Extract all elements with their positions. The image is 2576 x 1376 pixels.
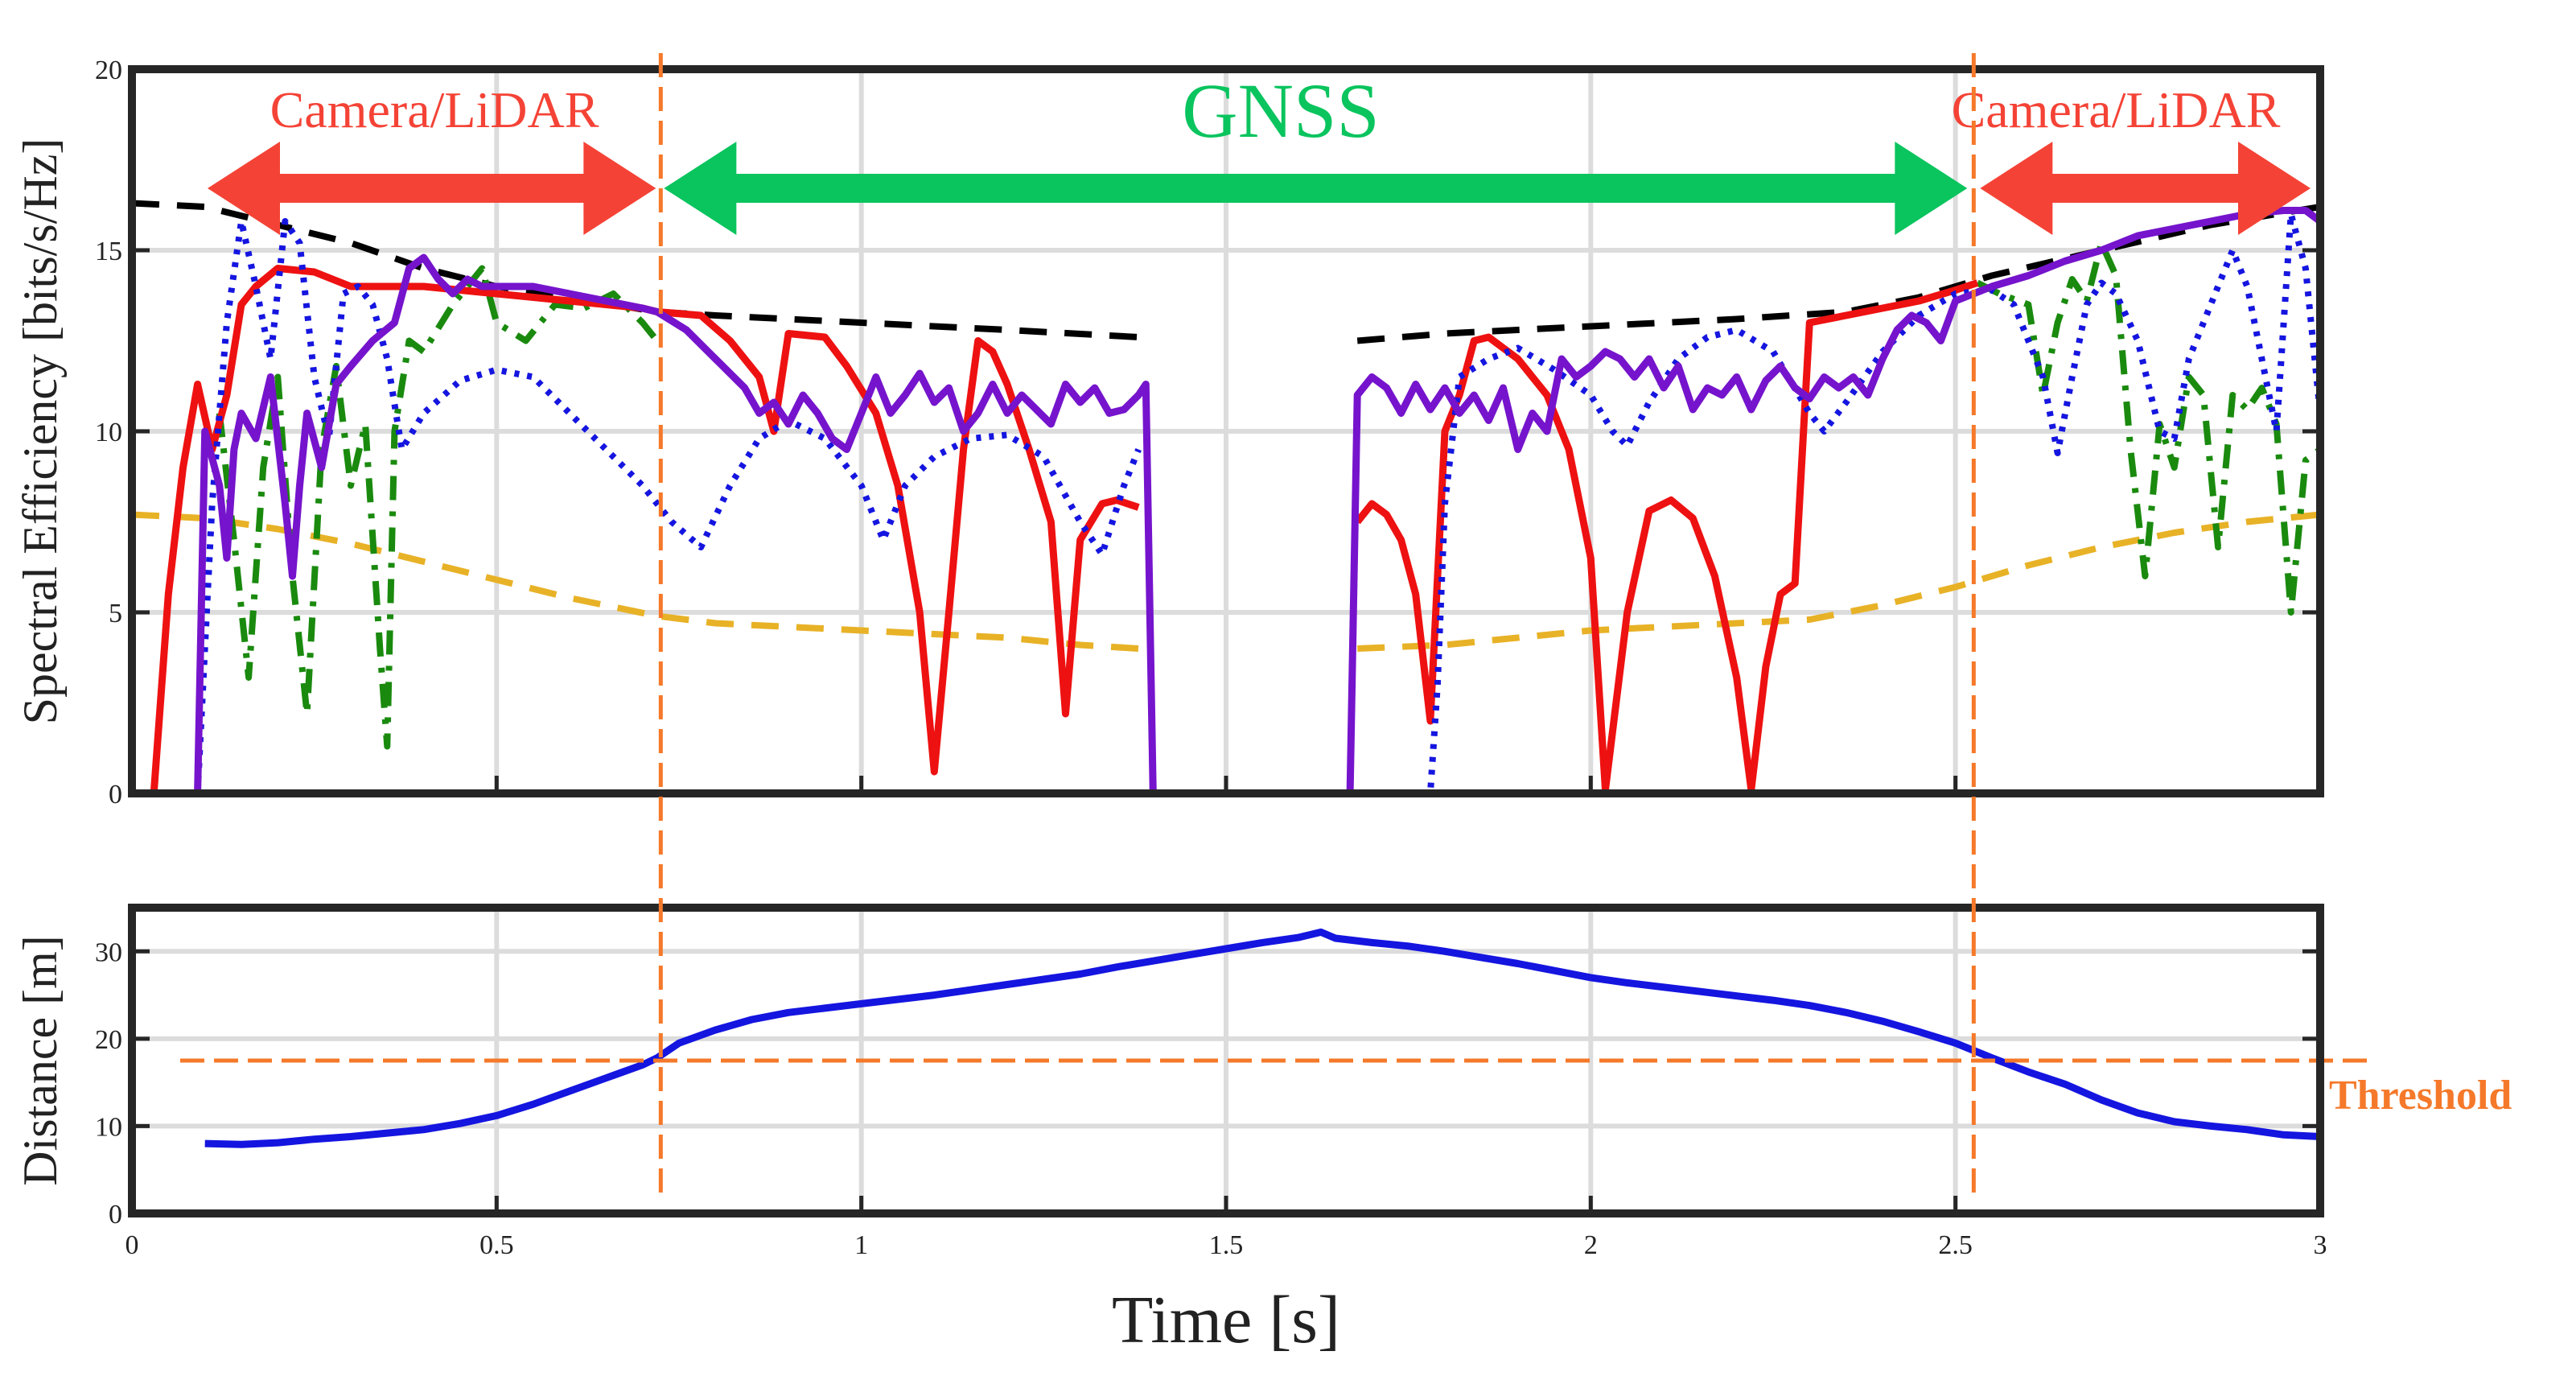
x-tick-label: 1.5 [1209,1230,1244,1260]
top-y-tick-label: 20 [95,56,122,85]
bottom-y-axis-label: Distance [m] [14,935,67,1186]
switch-markers [658,53,1976,1199]
series-camera-lidar-aided [216,265,660,750]
bottom-y-tick-label: 20 [95,1025,122,1055]
x-tick-label: 3 [2314,1230,2327,1260]
bottom-series [204,928,2320,1148]
region-label-right: Camera/LiDAR [1952,81,2281,138]
series-gnss-aided [1354,279,1979,793]
arrow-gnss-head-left [664,142,737,235]
region-label-left: Camera/LiDAR [270,81,599,138]
arrow-camera-right [1980,142,2311,235]
bottom-y-tick-labels: 0 10 20 30 [95,937,2320,1230]
x-tick-label: 2.5 [1938,1230,1973,1260]
x-tick-labels: 0 0.5 1 1.5 2 2.5 3 [126,776,2327,1260]
region-label-gnss: GNSS [1182,68,1379,154]
series-proposed [132,253,1344,793]
top-y-axis-label: Spectral Efficiency [bits/s/Hz] [14,138,67,725]
top-y-tick-label: 10 [95,418,122,447]
bottom-y-tick-label: 30 [95,937,122,967]
arrow-camera-left [208,142,656,235]
arrow-camera-right-head-left [1980,142,2053,235]
x-tick-label: 2 [1584,1230,1598,1260]
x-tick-label: 0.5 [479,1230,514,1260]
arrow-camera-right-head-right [2238,142,2311,235]
series-fixed-beam [1357,511,2320,652]
x-tick-label: 0 [126,1230,139,1260]
threshold-label: Threshold [2329,1073,2512,1119]
arrow-gnss-head-right [1895,142,1968,235]
series-upper-bound [1356,204,2320,344]
arrow-camera-left-head-right [583,142,656,235]
arrow-gnss [664,142,1968,235]
x-tick-label: 1 [854,1230,868,1260]
bottom-y-tick-label: 10 [95,1112,122,1142]
top-y-tick-label: 15 [95,237,122,266]
top-y-tick-label: 0 [109,780,122,810]
bottom-axes-frame [128,904,2324,1217]
series-distance [204,928,2320,1148]
series-fixed-beam [132,511,1139,652]
region-annotations [208,142,2311,235]
bottom-y-tick-label: 0 [109,1200,122,1230]
top-y-tick-label: 5 [109,599,122,628]
series-gnss-aided [150,265,1140,793]
arrow-camera-left-head-left [208,142,280,235]
x-axis-label: Time [s] [1112,1283,1340,1357]
series-proposed [1346,207,2320,793]
